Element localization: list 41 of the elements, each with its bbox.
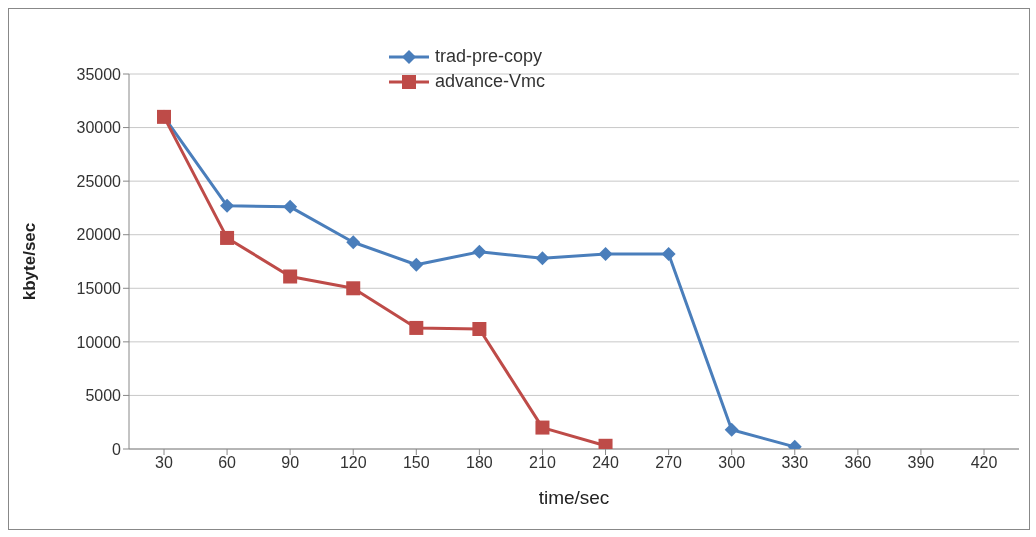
point	[535, 420, 550, 435]
point	[283, 199, 298, 214]
x-tick-label: 270	[655, 454, 683, 472]
point	[409, 320, 424, 335]
y-tick-label: 15000	[76, 279, 122, 297]
y-tick-label: 35000	[76, 65, 122, 83]
x-tick-label: 120	[339, 454, 367, 472]
point	[220, 230, 235, 245]
x-tick-label: 150	[402, 454, 430, 472]
point	[472, 244, 487, 259]
x-tick-label: 390	[907, 454, 935, 472]
point	[535, 251, 550, 266]
point	[598, 247, 613, 261]
legend-label: advance-Vmc	[435, 71, 546, 92]
point	[472, 322, 487, 336]
point	[409, 257, 424, 272]
y-tick-label: 25000	[76, 172, 122, 190]
x-tick-label: 330	[781, 454, 809, 472]
x-tick-label: 30	[155, 454, 173, 472]
x-tick-label: 360	[844, 454, 872, 472]
point	[661, 247, 676, 261]
x-tick-label: 60	[218, 454, 237, 472]
point	[724, 422, 739, 437]
point	[346, 281, 361, 296]
point	[220, 198, 235, 213]
y-tick-label: 20000	[76, 226, 122, 244]
x-tick-label: 210	[529, 454, 556, 472]
point	[283, 269, 298, 284]
x-tick-label: 420	[970, 454, 998, 472]
y-tick-label: 0	[112, 440, 122, 458]
x-tick-label: 180	[466, 454, 493, 472]
x-axis-title: time/sec	[538, 487, 610, 508]
y-axis-title: kbyte/sec	[20, 222, 40, 301]
x-tick-label: 300	[718, 454, 746, 472]
point	[346, 235, 361, 250]
y-tick-label: 10000	[76, 333, 122, 351]
x-tick-label: 90	[281, 454, 300, 472]
x-tick-label: 240	[592, 454, 619, 472]
y-tick-label: 5000	[85, 387, 122, 405]
y-tick-label: 30000	[76, 119, 122, 137]
legend-label: trad-pre-copy	[435, 46, 543, 67]
